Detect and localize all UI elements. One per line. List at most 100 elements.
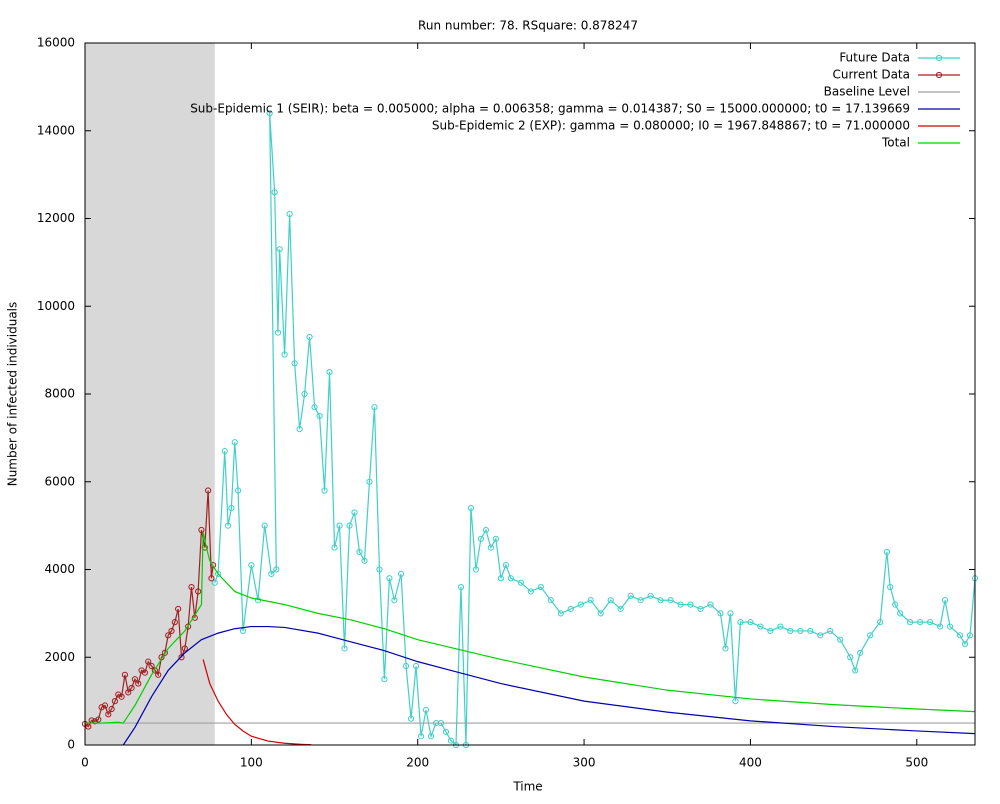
data-point — [135, 680, 142, 687]
data-point — [281, 351, 288, 358]
data-point — [852, 667, 859, 674]
data-point — [607, 597, 614, 604]
data-point — [877, 619, 884, 626]
x-tick-label: 0 — [81, 756, 89, 770]
data-point — [417, 733, 425, 740]
data-point — [371, 404, 378, 411]
data-point — [457, 583, 465, 591]
data-point — [85, 723, 92, 730]
data-point — [472, 566, 480, 573]
data-point — [228, 504, 235, 512]
data-point — [627, 592, 634, 599]
data-point — [397, 570, 405, 577]
data-point — [291, 360, 298, 367]
data-point — [286, 211, 293, 218]
series-line — [85, 532, 976, 724]
data-point — [208, 575, 215, 582]
data-point — [657, 597, 664, 604]
data-point — [261, 522, 268, 529]
data-point — [98, 704, 105, 711]
data-point — [376, 566, 383, 573]
data-point — [427, 733, 435, 740]
y-axis-label: Number of infected individuals — [6, 302, 20, 487]
data-point — [271, 189, 278, 196]
data-point — [266, 110, 273, 117]
data-point — [105, 711, 112, 718]
data-point — [537, 583, 544, 591]
data-point — [487, 544, 495, 551]
data-point — [961, 640, 969, 648]
data-point — [361, 557, 368, 564]
data-point — [234, 487, 242, 494]
data-point — [331, 544, 338, 551]
data-point — [847, 654, 854, 661]
data-point — [268, 570, 275, 577]
data-point — [274, 329, 282, 336]
data-point — [161, 649, 168, 656]
y-tick-label: 6000 — [44, 474, 75, 488]
data-point — [165, 632, 172, 639]
data-point — [141, 669, 148, 676]
data-point — [827, 627, 834, 635]
data-point — [185, 623, 192, 630]
x-tick-label: 200 — [406, 756, 429, 770]
data-point — [497, 575, 504, 582]
data-point — [175, 605, 182, 613]
legend-label: Future Data — [839, 51, 910, 65]
data-point — [517, 579, 524, 586]
data-point — [482, 526, 490, 534]
data-point — [341, 645, 348, 652]
plot-area — [81, 43, 979, 749]
data-point — [224, 522, 232, 529]
data-point — [697, 605, 704, 613]
legend-label: Sub-Epidemic 2 (EXP): gamma = 0.080000; … — [432, 119, 910, 133]
data-point — [336, 522, 343, 529]
data-point — [966, 632, 974, 639]
data-point — [121, 671, 129, 678]
data-point — [155, 671, 162, 678]
data-point — [817, 632, 824, 639]
y-tick-label: 14000 — [37, 123, 75, 137]
data-point — [477, 535, 485, 542]
data-point — [647, 592, 654, 599]
data-point — [198, 526, 205, 534]
data-point — [311, 404, 318, 411]
data-point — [422, 706, 430, 714]
y-tick-label: 8000 — [44, 387, 75, 401]
data-point — [95, 716, 102, 723]
y-tick-label: 0 — [67, 738, 75, 752]
data-point — [248, 562, 255, 569]
x-tick-label: 500 — [905, 756, 928, 770]
data-point — [402, 662, 410, 670]
data-point — [346, 522, 353, 529]
data-point — [777, 623, 784, 630]
x-tick-label: 400 — [739, 756, 762, 770]
data-point — [722, 645, 729, 652]
data-point — [111, 698, 119, 705]
data-point — [211, 579, 218, 586]
data-point — [883, 548, 890, 556]
data-point — [557, 610, 564, 617]
data-point — [527, 588, 534, 595]
data-point — [857, 649, 864, 656]
x-axis-label: Time — [512, 780, 542, 794]
data-point — [887, 583, 894, 591]
series-line — [202, 659, 312, 746]
data-point — [467, 504, 475, 512]
data-point — [326, 368, 333, 376]
data-point — [407, 715, 415, 722]
y-tick-label: 10000 — [37, 299, 75, 313]
data-point — [687, 601, 694, 608]
data-point — [941, 597, 949, 604]
y-tick-label: 2000 — [44, 650, 75, 664]
data-point — [897, 610, 904, 617]
data-point — [296, 426, 303, 433]
data-point — [926, 619, 934, 626]
data-point — [351, 509, 358, 516]
data-point — [168, 627, 175, 635]
data-point — [366, 478, 373, 485]
data-point — [151, 667, 158, 674]
data-point — [171, 619, 178, 626]
y-tick-label: 12000 — [37, 211, 75, 225]
